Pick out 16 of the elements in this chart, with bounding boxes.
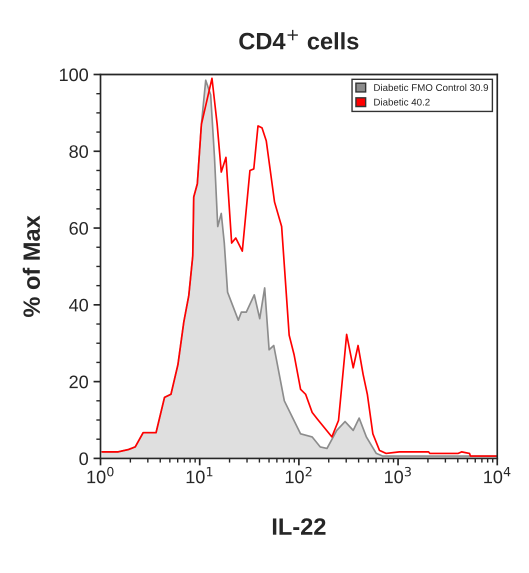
y-tick-label: 40: [69, 298, 88, 312]
y-tick-label: 20: [70, 376, 88, 388]
x-tick-label: 10$^{2}$: [286, 466, 312, 484]
x-tick-label: 10$^{4}$: [484, 467, 510, 484]
x-axis-title: IL-22: [272, 518, 326, 535]
legend-label: Diabetic FMO Control 30.9: [374, 84, 488, 92]
y-axis-title: % of Max: [22, 215, 40, 318]
chart-title: CD4$^{+}$ cells: [239, 30, 358, 50]
y-tick-label: 60: [70, 222, 88, 235]
x-tick-label: 10$^{1}$: [186, 467, 212, 484]
y-tick-label: 100: [60, 68, 88, 82]
legend-label: Diabetic 40.2: [374, 98, 430, 106]
x-tick-label: 10$^{3}$: [385, 466, 411, 484]
y-tick-label: 0: [79, 452, 88, 466]
x-tick-label: 10$^{0}$: [87, 466, 114, 484]
y-tick-label: 80: [69, 145, 88, 158]
